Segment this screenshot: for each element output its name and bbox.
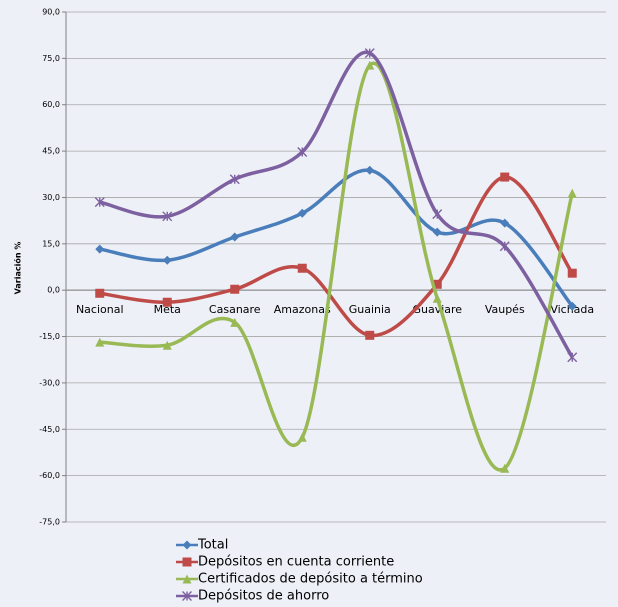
- marker: [365, 330, 375, 340]
- marker: [94, 197, 105, 208]
- marker: [297, 432, 307, 442]
- x-tick-label: Guainia: [349, 303, 391, 316]
- y-tick-label: -30,0: [39, 378, 60, 387]
- legend-label: Depósitos de ahorro: [198, 589, 329, 604]
- marker: [500, 172, 510, 182]
- y-tick-label: 30,0: [42, 193, 60, 202]
- marker: [567, 268, 577, 278]
- series: [94, 48, 578, 363]
- marker: [297, 263, 307, 273]
- marker: [432, 279, 442, 289]
- marker: [230, 317, 240, 327]
- marker: [364, 48, 375, 59]
- y-tick-label: 75,0: [42, 54, 60, 63]
- marker: [182, 557, 192, 567]
- marker: [182, 540, 192, 550]
- marker: [229, 174, 240, 185]
- marker: [365, 165, 375, 175]
- marker: [162, 340, 172, 350]
- marker: [95, 244, 105, 254]
- series: [95, 172, 577, 340]
- marker: [432, 227, 442, 237]
- marker: [95, 288, 105, 298]
- y-tick-label: 0,0: [47, 286, 60, 295]
- marker: [499, 241, 510, 252]
- x-tick-label: Nacional: [76, 303, 124, 316]
- series-line: [99, 61, 574, 472]
- legend-label: Total: [197, 538, 228, 553]
- marker: [162, 255, 172, 265]
- x-tick-label: Amazonas: [274, 303, 331, 316]
- marker: [432, 293, 442, 303]
- marker: [182, 574, 192, 584]
- marker: [500, 463, 510, 473]
- y-tick-label: -15,0: [39, 332, 60, 341]
- marker: [432, 209, 443, 220]
- marker: [297, 147, 308, 158]
- marker: [567, 352, 578, 363]
- y-tick-label: -60,0: [39, 471, 60, 480]
- x-tick-label: Casanare: [209, 303, 261, 316]
- marker: [95, 337, 105, 347]
- y-tick-label: 90,0: [42, 8, 60, 17]
- y-axis-label: Variación %: [13, 242, 23, 295]
- marker: [230, 284, 240, 294]
- marker: [162, 211, 173, 222]
- legend-label: Depósitos en cuenta corriente: [198, 555, 394, 570]
- series: [95, 60, 577, 473]
- y-tick-label: 15,0: [42, 239, 60, 248]
- y-tick-label: -75,0: [39, 518, 60, 527]
- marker: [297, 208, 307, 218]
- marker: [182, 591, 192, 601]
- series: [95, 165, 577, 311]
- marker: [162, 297, 172, 307]
- x-tick-label: Meta: [154, 303, 181, 316]
- y-tick-label: 45,0: [42, 147, 60, 156]
- y-tick-label: -45,0: [39, 425, 60, 434]
- x-tick-label: Guaviare: [412, 303, 462, 316]
- marker: [500, 218, 510, 228]
- marker: [567, 188, 577, 198]
- marker: [365, 60, 375, 70]
- marker: [567, 301, 577, 311]
- marker: [230, 232, 240, 242]
- x-tick-label: Vaupés: [485, 303, 525, 316]
- legend-label: Certificados de depósito a término: [198, 572, 423, 587]
- y-tick-label: 60,0: [42, 100, 60, 109]
